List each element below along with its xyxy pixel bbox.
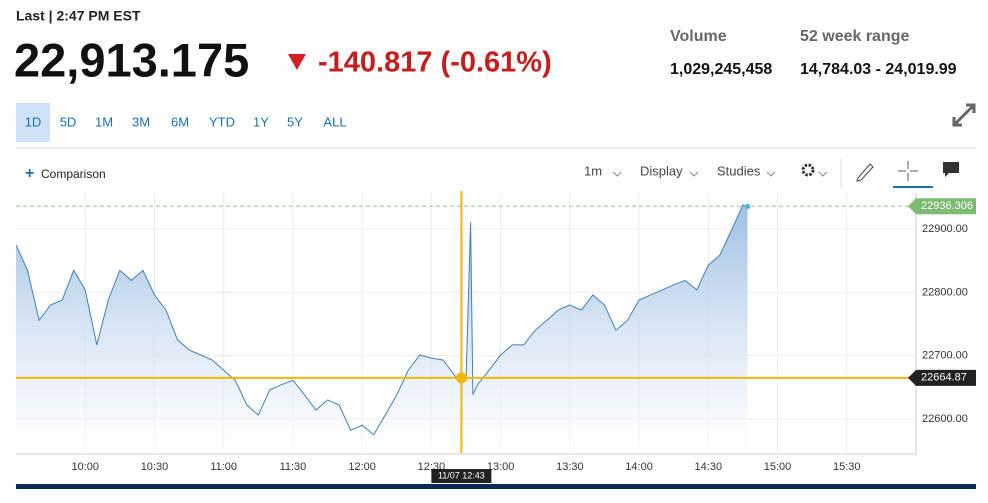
crosshair-value: 22664.87 — [921, 372, 967, 384]
x-tick-label: 15:00 — [764, 461, 792, 473]
comparison[interactable]: Comparison — [41, 167, 106, 181]
range-button[interactable]: 1Y — [253, 114, 269, 129]
x-tick-label: 10:00 — [71, 461, 99, 473]
chevrons — [612, 171, 828, 177]
bottom-bar — [16, 484, 976, 489]
crosshair-icon[interactable] — [898, 161, 918, 181]
display-menu[interactable]: Display — [640, 163, 683, 178]
x-tick-label: 11:30 — [280, 461, 307, 473]
interval[interactable]: 1m — [584, 163, 602, 178]
down-arrow — [288, 54, 306, 70]
range-button[interactable]: 3M — [132, 114, 150, 129]
price: 22,913.175 — [14, 33, 249, 86]
range-button[interactable]: 5D — [60, 114, 77, 129]
x-tick-label: 13:00 — [487, 461, 515, 473]
x-tick-label: 12:00 — [348, 461, 376, 473]
range-button[interactable]: 6M — [171, 114, 189, 129]
range-button[interactable]: ALL — [323, 114, 346, 129]
x-tick-label: 15:30 — [833, 461, 861, 473]
crosshair-time-tag — [431, 469, 492, 483]
draw-icon[interactable] — [856, 163, 874, 182]
y-tick-label: 22800.00 — [922, 286, 968, 298]
range-active — [16, 103, 50, 142]
crosshair-tag — [908, 369, 976, 386]
y-tick-label: 22600.00 — [922, 413, 968, 425]
comment-icon[interactable] — [943, 162, 959, 177]
stat-value: 14,784.03 - 24,019.99 — [800, 61, 957, 78]
last-value-label: 22936.306 — [921, 200, 973, 212]
studies-menu[interactable]: Studies — [717, 163, 761, 178]
range-button[interactable]: 1D — [25, 114, 42, 129]
plus-icon[interactable]: + — [25, 165, 34, 182]
change: -140.817 (-0.61%) — [318, 47, 552, 79]
range-button[interactable]: 5Y — [287, 114, 303, 129]
x-tick-label: 14:30 — [695, 461, 723, 473]
y-tick-label: 22900.00 — [922, 223, 968, 235]
x-tick-label: 13:30 — [556, 461, 584, 473]
series — [16, 204, 748, 453]
y-tick-label: 22700.00 — [922, 350, 968, 362]
stat-value: 1,029,245,458 — [670, 61, 772, 78]
area-fill — [16, 205, 748, 453]
x-tick-label: 14:00 — [625, 461, 653, 473]
range-button[interactable]: YTD — [209, 114, 235, 129]
last-value-tag — [908, 198, 976, 215]
settings-icon[interactable] — [801, 163, 815, 177]
x-tick-label: 10:30 — [141, 461, 169, 473]
last-label: Last | 2:47 PM EST — [16, 8, 141, 24]
range-button[interactable]: 1M — [95, 114, 113, 129]
expand-icon[interactable] — [952, 103, 976, 127]
stat-label: Volume — [670, 28, 727, 45]
stat-label: 52 week range — [800, 28, 910, 45]
crosshair-dot — [455, 372, 467, 384]
x-tick-label: 11:00 — [210, 461, 237, 473]
crosshair-time: 11/07 12:43 — [438, 470, 485, 480]
price-line — [16, 204, 748, 436]
